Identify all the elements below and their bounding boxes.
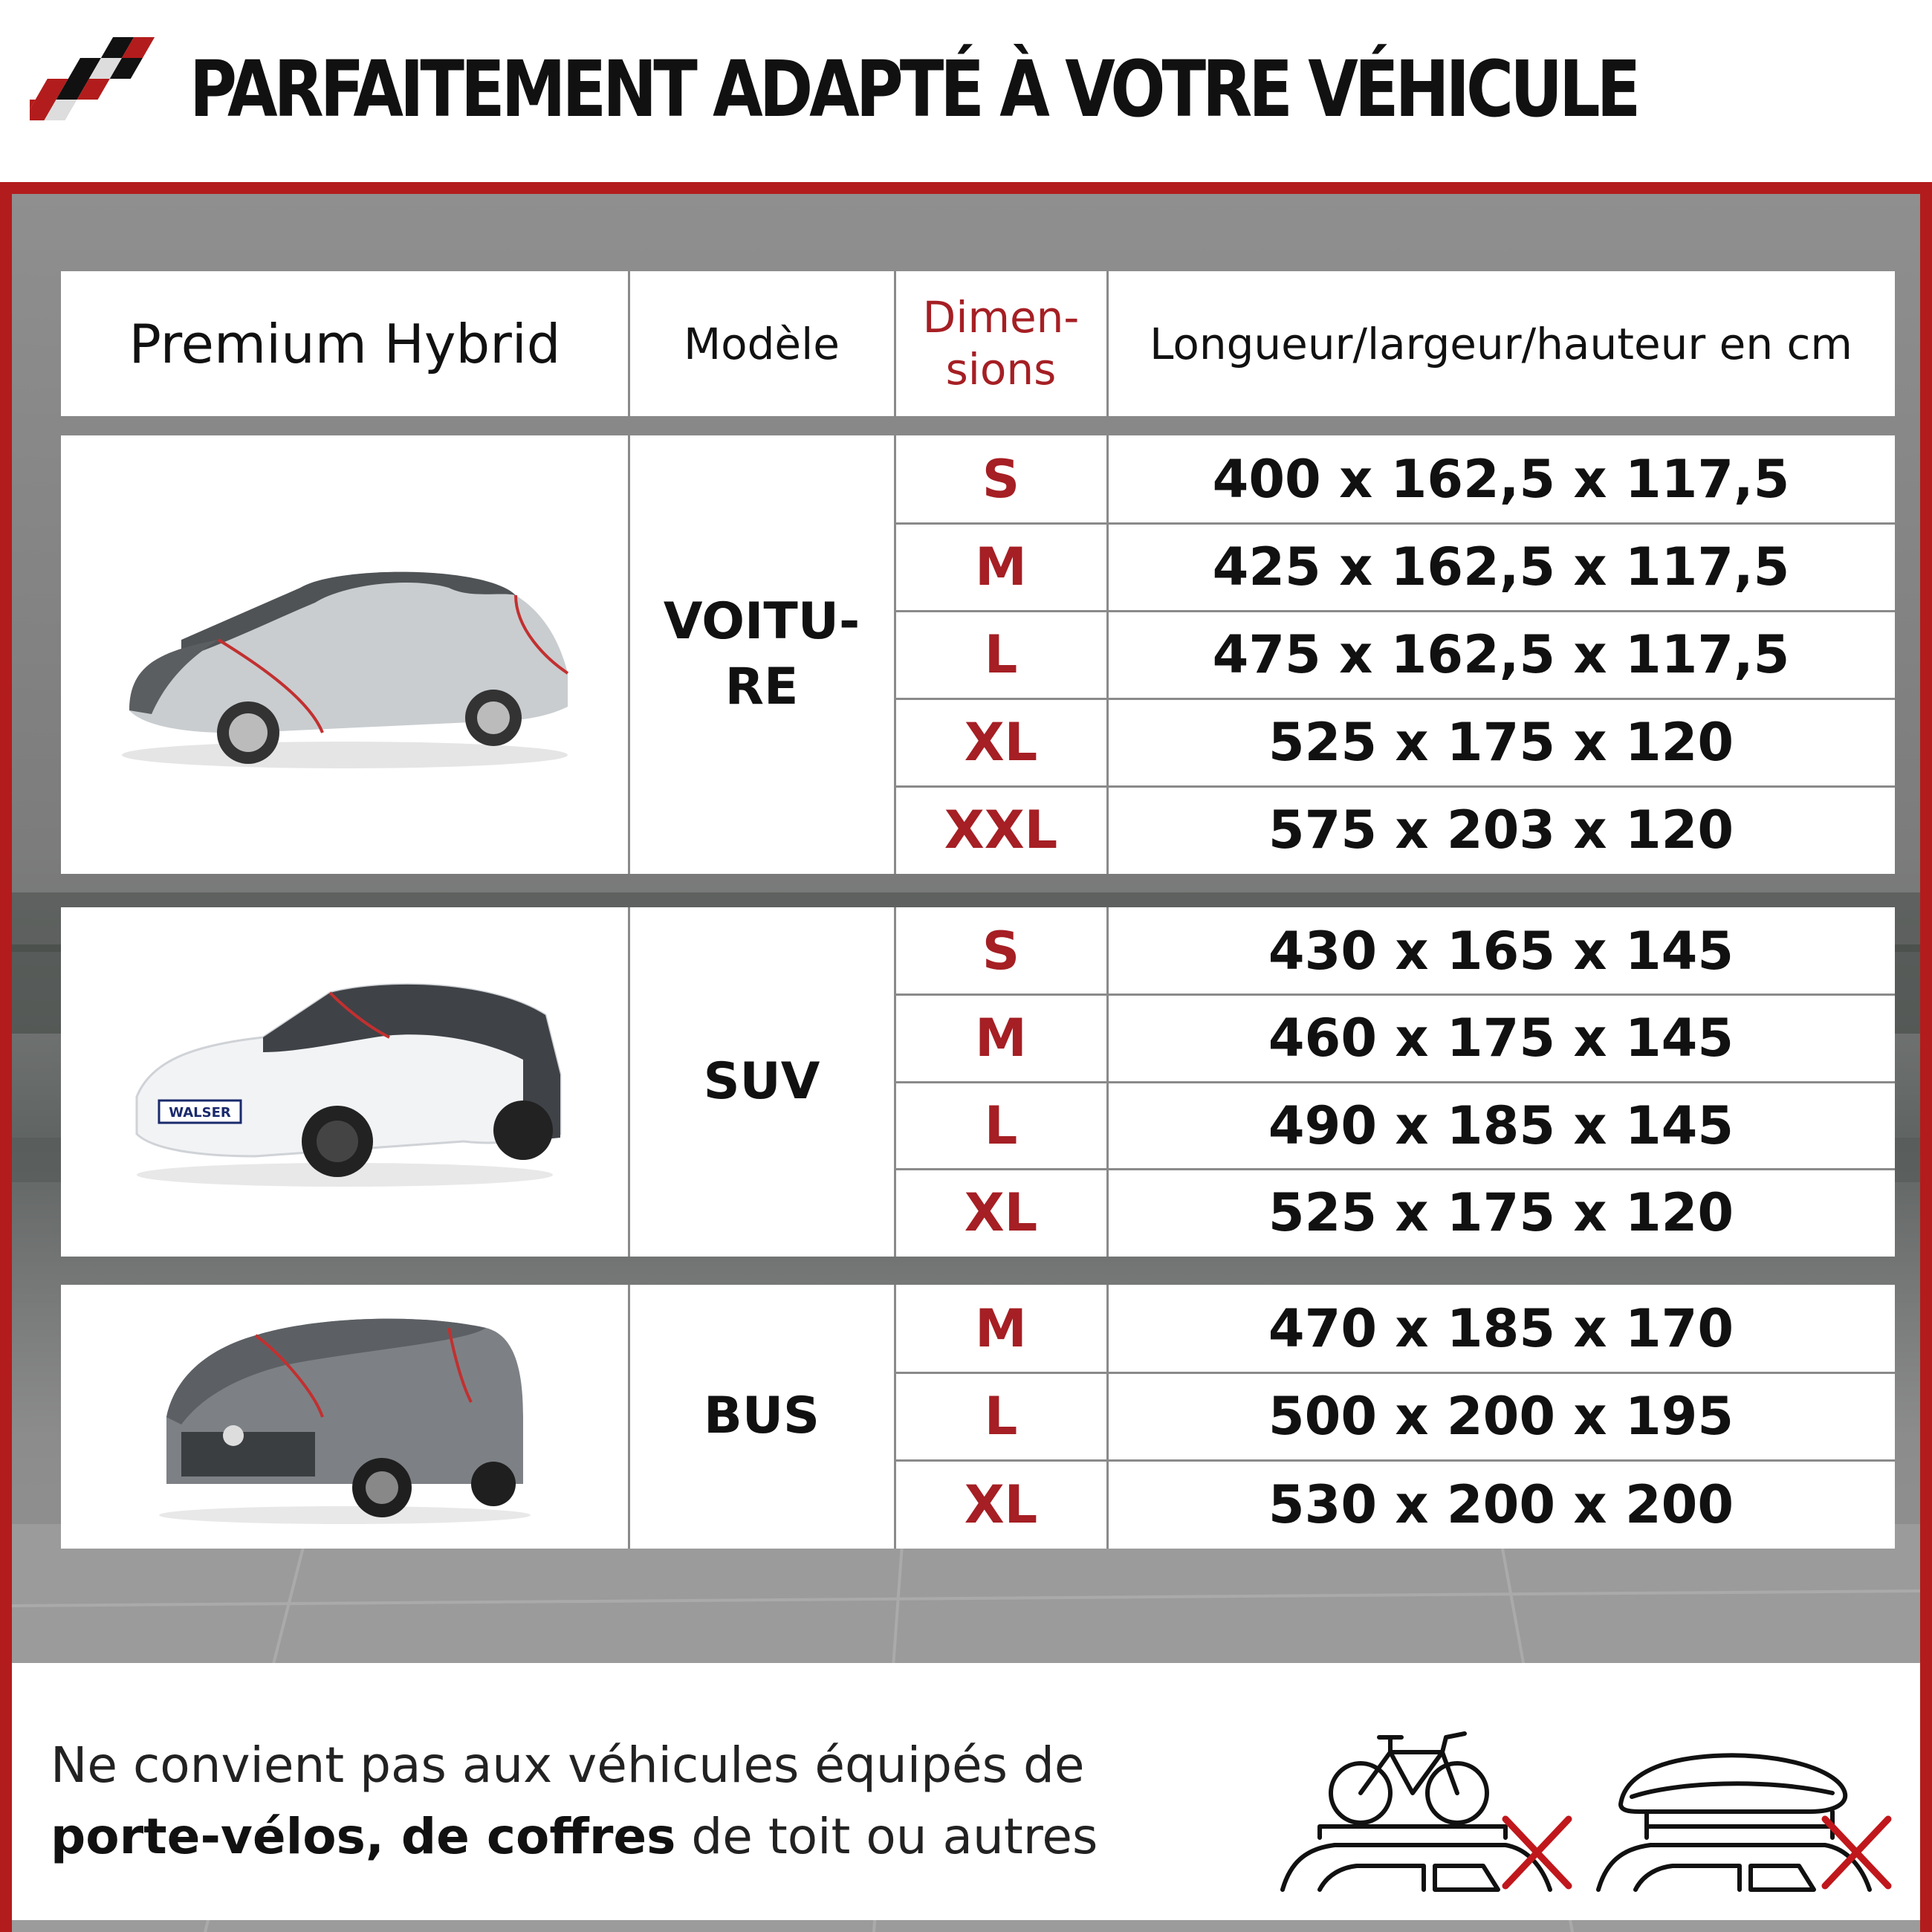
car-cover-sedan-icon: [61, 435, 629, 874]
header-measure: Longueur/largeur/hauteur en cm: [1150, 318, 1852, 369]
header-dimensions: Dimen- sions: [895, 271, 1107, 416]
size-cell: S: [982, 920, 1020, 982]
dimension-value: 425 x 162,5 x 117,5: [1212, 537, 1790, 597]
dimension-value: 575 x 203 x 120: [1268, 800, 1734, 860]
page-title: PARFAITEMENT ADAPTÉ À VOTRE VÉHICULE: [189, 44, 1641, 134]
dimension-value: 475 x 162,5 x 117,5: [1212, 624, 1790, 685]
checkered-flag-icon: [30, 37, 155, 120]
compatibility-note: Ne convient pas aux véhicules équipés de…: [12, 1663, 1920, 1920]
size-cell: M: [975, 537, 1027, 597]
size-cell: XL: [964, 1474, 1038, 1535]
size-cell: S: [982, 449, 1020, 510]
dimension-value: 400 x 162,5 x 117,5: [1212, 449, 1790, 510]
size-cell: XL: [964, 1182, 1038, 1243]
size-cell: L: [984, 1095, 1018, 1156]
page-header: PARFAITEMENT ADAPTÉ À VOTRE VÉHICULE: [0, 0, 1932, 182]
size-cell: XL: [964, 712, 1038, 773]
dimension-value: 460 x 175 x 145: [1268, 1008, 1734, 1069]
note-line2-rest: de toit ou autres: [675, 1808, 1098, 1865]
size-cell: M: [975, 1008, 1027, 1069]
suv-badge: WALSER: [169, 1105, 231, 1121]
content-frame: Premium Hybrid Modèle Dimen- sions Longu…: [0, 182, 1932, 1932]
table-header: Premium Hybrid Modèle Dimen- sions Longu…: [61, 271, 1895, 416]
bike-rack-not-allowed-icon: [1280, 1731, 1572, 1892]
header-product: Premium Hybrid: [129, 312, 561, 375]
header-dimensions-line1: Dimen-: [922, 291, 1080, 343]
dimension-value: 525 x 175 x 120: [1268, 1182, 1734, 1243]
size-cell: XXL: [944, 800, 1058, 860]
car-cover-suv-icon: WALSER: [61, 907, 629, 1257]
size-cell: M: [975, 1298, 1027, 1359]
table-group-voiture: VOITU- RE S 400 x 162,5 x 117,5 M 425 x …: [61, 435, 1895, 874]
note-line2-bold: porte-vélos, de coffres: [51, 1808, 676, 1865]
car-cover-van-icon: [61, 1285, 629, 1549]
table-group-suv: WALSER SUV S 430 x 165 x 145 M 460 x 175…: [61, 907, 1895, 1257]
dimension-value: 500 x 200 x 195: [1268, 1386, 1734, 1447]
model-voiture-line2: RE: [724, 658, 799, 716]
note-text: Ne convient pas aux véhicules équipés de…: [51, 1730, 1098, 1873]
model-voiture-line1: VOITU-: [663, 591, 860, 651]
table-group-bus: BUS M 470 x 185 x 170 L 500 x 200 x 195 …: [61, 1285, 1895, 1549]
model-voiture: VOITU- RE: [629, 435, 895, 874]
size-cell: L: [984, 1386, 1018, 1447]
dimension-value: 490 x 185 x 145: [1268, 1095, 1734, 1156]
header-model: Modèle: [684, 318, 840, 369]
dimension-value: 470 x 185 x 170: [1268, 1298, 1734, 1359]
note-line1: Ne convient pas aux véhicules équipés de: [51, 1737, 1085, 1794]
roof-box-not-allowed-icon: [1596, 1753, 1892, 1892]
dimension-value: 525 x 175 x 120: [1268, 712, 1734, 773]
header-dimensions-line2: sions: [945, 343, 1057, 395]
model-suv: SUV: [703, 1051, 820, 1111]
model-bus: BUS: [703, 1387, 820, 1446]
note-line2: porte-vélos, de coffres de toit ou autre…: [51, 1801, 1098, 1873]
dimension-value: 430 x 165 x 145: [1268, 920, 1734, 982]
size-cell: L: [984, 624, 1018, 685]
dimension-value: 530 x 200 x 200: [1268, 1474, 1734, 1535]
